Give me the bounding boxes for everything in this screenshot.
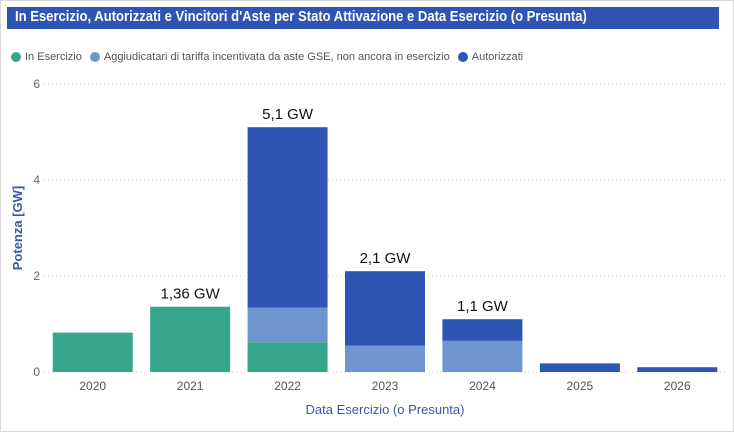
bar-segment: [150, 306, 231, 372]
y-axis-title: Potenza [GW]: [10, 186, 25, 271]
bar-segment: [637, 367, 718, 372]
y-tick-label: 0: [33, 365, 40, 379]
legend-dot-aggiudicatari: [89, 52, 100, 62]
legend-dot-in-esercizio: [11, 52, 21, 62]
y-tick-label: 6: [33, 77, 40, 91]
legend-item-autorizzati[interactable]: Autorizzati: [457, 51, 524, 63]
legend-label-autorizzati: Autorizzati: [471, 51, 524, 63]
x-tick-label: 2026: [664, 379, 691, 393]
bar-segment: [539, 363, 620, 372]
x-tick-label: 2021: [177, 379, 204, 393]
bar-segment: [345, 345, 425, 372]
data-label: 2,1 GW: [360, 250, 412, 267]
data-label: 5,1 GW: [262, 106, 314, 123]
legend-item-in-esercizio[interactable]: In Esercizio: [11, 51, 82, 63]
x-tick-label: 2020: [79, 379, 106, 393]
x-tick-label: 2023: [372, 379, 399, 393]
legend-dot-autorizzati: [457, 52, 468, 62]
chart-legend: In Esercizio Aggiudicatari di tariffa in…: [11, 49, 531, 65]
legend-item-aggiudicatari[interactable]: Aggiudicatari di tariffa incentivata da …: [89, 51, 450, 63]
bar-segment: [52, 332, 133, 372]
legend-label-in-esercizio: In Esercizio: [25, 51, 82, 63]
x-tick-label: 2025: [567, 379, 594, 393]
bar-segment: [442, 319, 523, 341]
data-label: 1,1 GW: [457, 298, 509, 315]
bar-segment: [345, 271, 425, 346]
x-tick-label: 2024: [469, 379, 496, 393]
x-axis-title: Data Esercizio (o Presunta): [306, 402, 465, 417]
chart-title: In Esercizio, Autorizzati e Vincitori d'…: [15, 9, 587, 25]
chart-title-bar: In Esercizio, Autorizzati e Vincitori d'…: [7, 7, 719, 29]
y-tick-label: 4: [33, 173, 40, 187]
data-label: 1,36 GW: [161, 286, 221, 303]
bar-segment: [247, 307, 328, 343]
bar-segment: [442, 340, 523, 372]
y-tick-label: 2: [33, 269, 40, 283]
legend-label-aggiudicatari: Aggiudicatari di tariffa incentivata da …: [103, 51, 450, 63]
bar-segment: [247, 127, 328, 308]
bar-segment: [247, 342, 328, 372]
x-tick-label: 2022: [274, 379, 301, 393]
